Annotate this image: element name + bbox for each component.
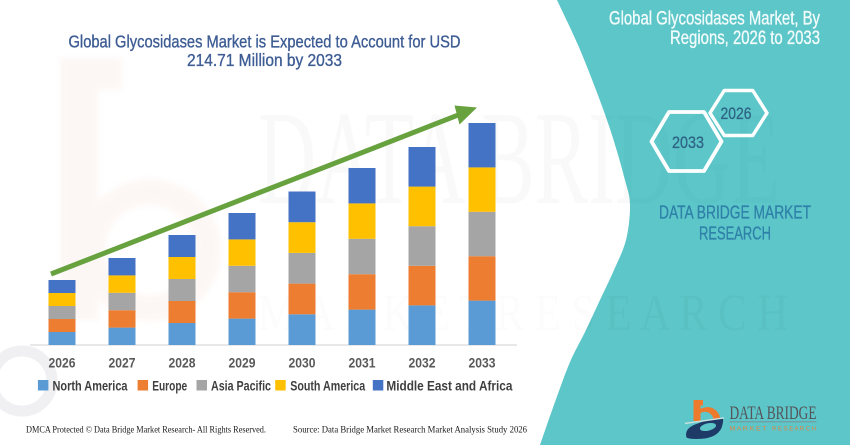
svg-text:2033: 2033 [672, 133, 704, 152]
svg-text:Europe: Europe [152, 377, 187, 393]
svg-text:Middle East and Africa: Middle East and Africa [386, 377, 512, 393]
svg-text:2032: 2032 [409, 355, 436, 371]
svg-text:Global Glycosidases Market, By: Global Glycosidases Market, By [609, 7, 820, 29]
svg-text:2033: 2033 [469, 355, 496, 371]
svg-text:2026: 2026 [49, 355, 76, 371]
svg-text:M A R K E T: M A R K E T [730, 426, 767, 433]
svg-text:2028: 2028 [169, 355, 196, 371]
svg-text:North America: North America [53, 377, 128, 393]
svg-text:DATA BRIDGE MARKET: DATA BRIDGE MARKET [659, 202, 811, 223]
svg-text:2031: 2031 [349, 355, 376, 371]
svg-text:R E S E A R C H: R E S E A R C H [772, 426, 816, 433]
svg-text:Regions, 2026 to 2033: Regions, 2026 to 2033 [670, 27, 820, 49]
svg-text:2026: 2026 [721, 104, 752, 123]
svg-text:Global Glycosidases Market is: Global Glycosidases Market is Expected t… [69, 31, 461, 51]
svg-text:Source: Data Bridge Market Res: Source: Data Bridge Market Research Mark… [293, 426, 527, 436]
svg-text:DMCA Protected © Data Bridge M: DMCA Protected © Data Bridge Market Rese… [26, 425, 266, 436]
svg-text:South America: South America [290, 377, 365, 393]
svg-text:Asia Pacific: Asia Pacific [211, 377, 271, 393]
svg-text:2030: 2030 [289, 355, 316, 371]
svg-text:2029: 2029 [229, 355, 256, 371]
svg-text:RESEARCH: RESEARCH [699, 223, 771, 244]
svg-text:214.71 Million by 2033: 214.71 Million by 2033 [187, 50, 342, 70]
svg-text:2027: 2027 [109, 355, 136, 371]
svg-text:DATA BRIDGE: DATA BRIDGE [730, 404, 817, 424]
